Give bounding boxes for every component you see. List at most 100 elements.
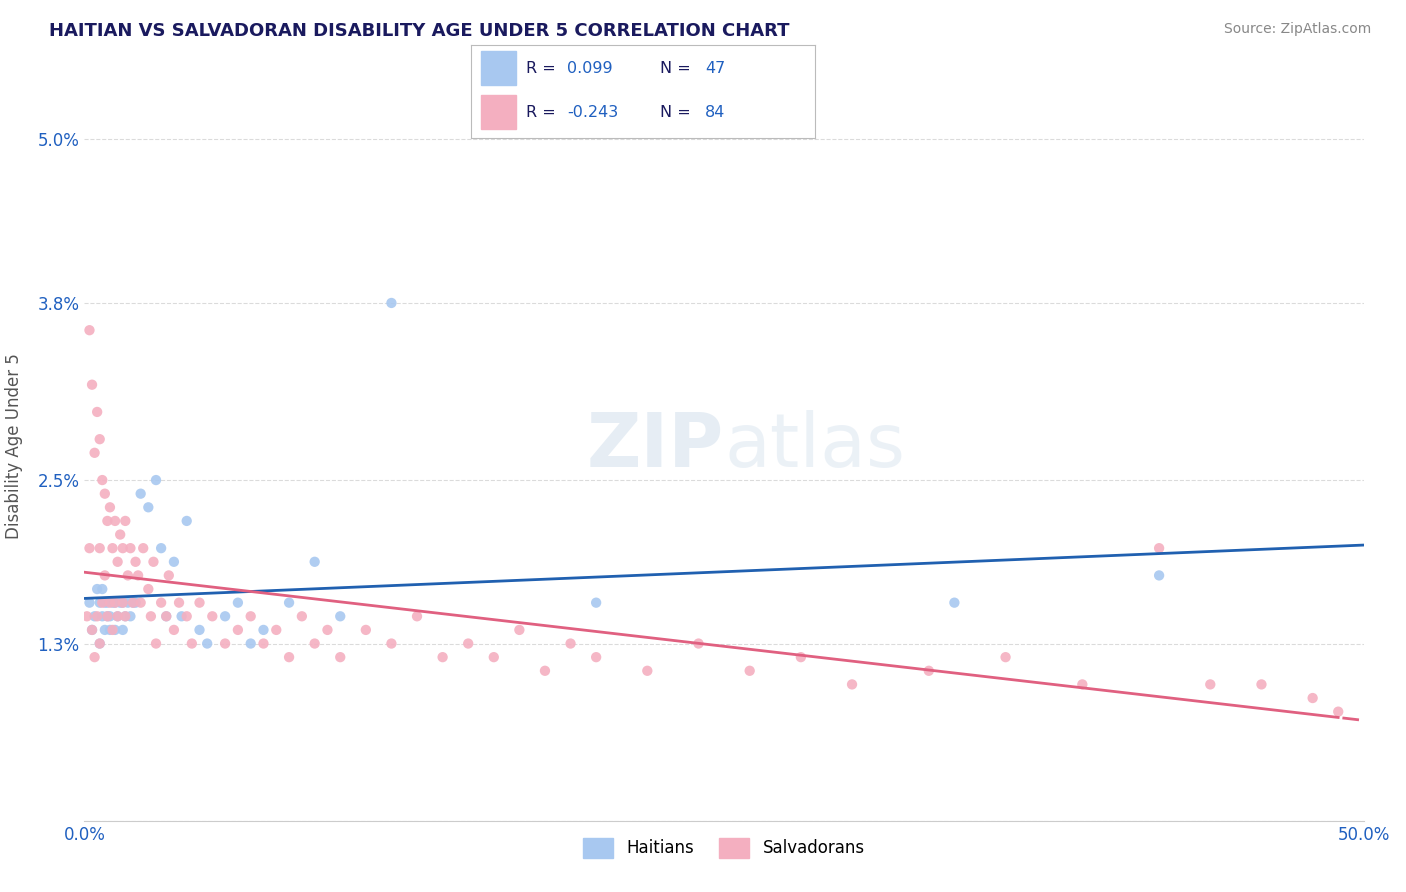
Point xyxy=(91,609,114,624)
Point xyxy=(104,596,127,610)
Point xyxy=(122,596,145,610)
Point xyxy=(304,555,326,569)
Point xyxy=(214,636,236,650)
Point xyxy=(176,609,198,624)
Text: Source: ZipAtlas.com: Source: ZipAtlas.com xyxy=(1223,22,1371,37)
Point xyxy=(157,568,180,582)
Point xyxy=(636,664,658,678)
Point xyxy=(278,650,301,665)
Point xyxy=(239,636,262,650)
Point xyxy=(176,514,198,528)
Point xyxy=(91,582,114,596)
Text: R =: R = xyxy=(526,104,561,120)
Point xyxy=(139,609,162,624)
Point xyxy=(316,623,339,637)
Point xyxy=(101,541,124,556)
Point xyxy=(86,609,108,624)
Point xyxy=(117,568,139,582)
Point xyxy=(107,555,129,569)
Point xyxy=(94,486,117,500)
Point xyxy=(163,555,186,569)
Point xyxy=(108,527,131,541)
Point xyxy=(304,636,326,650)
Point xyxy=(188,596,211,610)
Point xyxy=(841,677,863,691)
Point xyxy=(1302,691,1324,706)
Point xyxy=(76,609,98,624)
Point xyxy=(122,596,145,610)
Point xyxy=(1071,677,1094,691)
Point xyxy=(188,623,211,637)
Point xyxy=(170,609,193,624)
Point xyxy=(132,541,155,556)
Point xyxy=(167,596,190,610)
Point xyxy=(239,609,262,624)
Point xyxy=(91,596,114,610)
Point xyxy=(98,596,121,610)
Text: ZIP: ZIP xyxy=(586,409,724,483)
Point xyxy=(98,623,121,637)
Point xyxy=(380,296,402,310)
Legend: Haitians, Salvadorans: Haitians, Salvadorans xyxy=(576,831,872,864)
Point xyxy=(89,636,111,650)
Point xyxy=(163,623,186,637)
Point xyxy=(150,596,173,610)
Point xyxy=(329,609,352,624)
Point xyxy=(79,323,101,337)
Point xyxy=(138,582,160,596)
Point xyxy=(278,596,301,610)
Point xyxy=(107,609,129,624)
Point xyxy=(83,446,105,460)
Point xyxy=(264,623,288,637)
Point xyxy=(482,650,505,665)
Point xyxy=(508,623,530,637)
Point xyxy=(98,500,121,515)
Text: HAITIAN VS SALVADORAN DISABILITY AGE UNDER 5 CORRELATION CHART: HAITIAN VS SALVADORAN DISABILITY AGE UND… xyxy=(49,22,790,40)
Point xyxy=(1250,677,1272,691)
Point xyxy=(1199,677,1222,691)
Point xyxy=(80,623,103,637)
Point xyxy=(432,650,454,665)
Point xyxy=(89,636,111,650)
Point xyxy=(114,609,136,624)
Point xyxy=(457,636,479,650)
Point xyxy=(142,555,165,569)
Point xyxy=(86,405,108,419)
Point xyxy=(790,650,813,665)
Point xyxy=(104,596,127,610)
Point xyxy=(354,623,377,637)
Point xyxy=(80,623,103,637)
Point xyxy=(1147,568,1170,582)
Point xyxy=(104,623,127,637)
Text: 0.099: 0.099 xyxy=(568,62,613,77)
Point xyxy=(585,596,607,610)
Point xyxy=(114,514,136,528)
Point xyxy=(150,541,173,556)
Point xyxy=(98,609,121,624)
Point xyxy=(943,596,966,610)
Point xyxy=(127,568,149,582)
Bar xyxy=(481,95,516,129)
Text: atlas: atlas xyxy=(724,409,905,483)
Point xyxy=(96,596,118,610)
Point xyxy=(124,555,146,569)
Point xyxy=(101,623,124,637)
Point xyxy=(96,609,118,624)
Point xyxy=(252,623,274,637)
Point xyxy=(994,650,1017,665)
Point xyxy=(96,609,118,624)
Text: N =: N = xyxy=(661,62,696,77)
Text: N =: N = xyxy=(661,104,696,120)
Point xyxy=(534,664,557,678)
Point xyxy=(155,609,177,624)
Point xyxy=(145,636,167,650)
Point xyxy=(111,596,134,610)
Text: 47: 47 xyxy=(706,62,725,77)
Point xyxy=(114,609,136,624)
Point xyxy=(195,636,218,650)
Point xyxy=(585,650,607,665)
Point xyxy=(83,609,105,624)
Text: -0.243: -0.243 xyxy=(568,104,619,120)
Point xyxy=(91,473,114,487)
Point xyxy=(104,514,127,528)
